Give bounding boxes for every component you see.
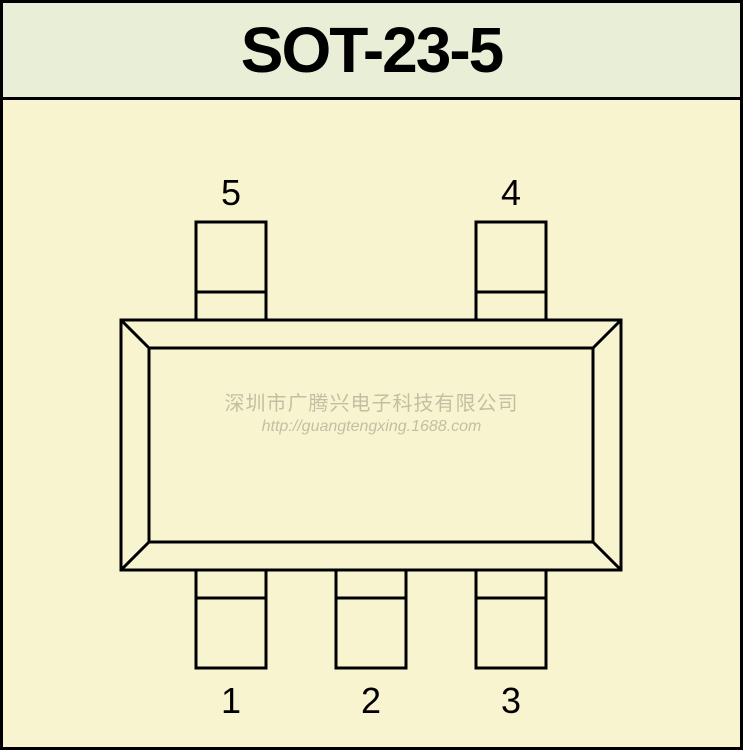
package-title: SOT-23-5 — [241, 13, 502, 87]
svg-text:2: 2 — [361, 680, 381, 721]
chip-svg: 5 4 1 2 3 — [3, 100, 740, 747]
diagram-svg-wrap: 5 4 1 2 3 — [3, 100, 740, 747]
body-panel: 54123 深圳市广腾兴电子科技有限公司 http://guangtengxin… — [0, 100, 743, 750]
svg-text:1: 1 — [221, 680, 241, 721]
package-diagram: SOT-23-5 54123 深圳市广腾兴电子科技有限公司 http://gua… — [0, 0, 743, 750]
header: SOT-23-5 — [0, 0, 743, 100]
svg-text:4: 4 — [501, 172, 521, 213]
svg-text:3: 3 — [501, 680, 521, 721]
svg-text:5: 5 — [221, 172, 241, 213]
